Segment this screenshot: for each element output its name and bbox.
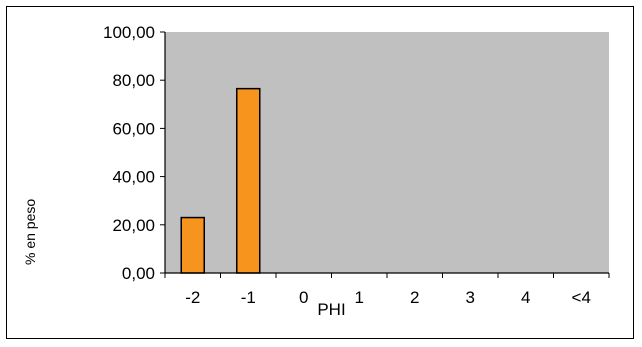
bar--2 [180, 216, 205, 274]
x-tick-label: <4 [572, 288, 591, 307]
x-tick-label: 3 [466, 288, 475, 307]
y-axis-ticks: 0,00 20,00 40,00 60,00 80,00 100,00 [103, 23, 165, 283]
bar--1 [236, 87, 261, 274]
x-axis-label: PHI [317, 300, 345, 319]
x-tick-label: 0 [299, 288, 308, 307]
plot-area [165, 32, 609, 273]
x-tick-label: 4 [521, 288, 530, 307]
x-tick-label: 2 [410, 288, 419, 307]
chart-frame: 0,00 20,00 40,00 60,00 80,00 100,00 -2 -1 0 1 2 3 4… [6, 6, 634, 339]
y-tick-label: 60,00 [112, 119, 155, 138]
x-tick-label: -2 [185, 288, 200, 307]
x-axis-ticks: -2 -1 0 1 2 3 4 <4 [164, 273, 610, 307]
x-tick-label: -1 [241, 288, 256, 307]
y-tick-label: 0,00 [122, 264, 155, 283]
y-tick-label: 100,00 [103, 23, 155, 42]
y-tick-label: 40,00 [112, 168, 155, 187]
bar-chart: 0,00 20,00 40,00 60,00 80,00 100,00 -2 -1 0 1 2 3 4… [22, 23, 610, 319]
bars-group [180, 87, 261, 274]
y-tick-label: 20,00 [112, 216, 155, 235]
y-tick-label: 80,00 [112, 71, 155, 90]
y-axis-label: % en peso [22, 199, 38, 265]
x-tick-label: 1 [355, 288, 364, 307]
